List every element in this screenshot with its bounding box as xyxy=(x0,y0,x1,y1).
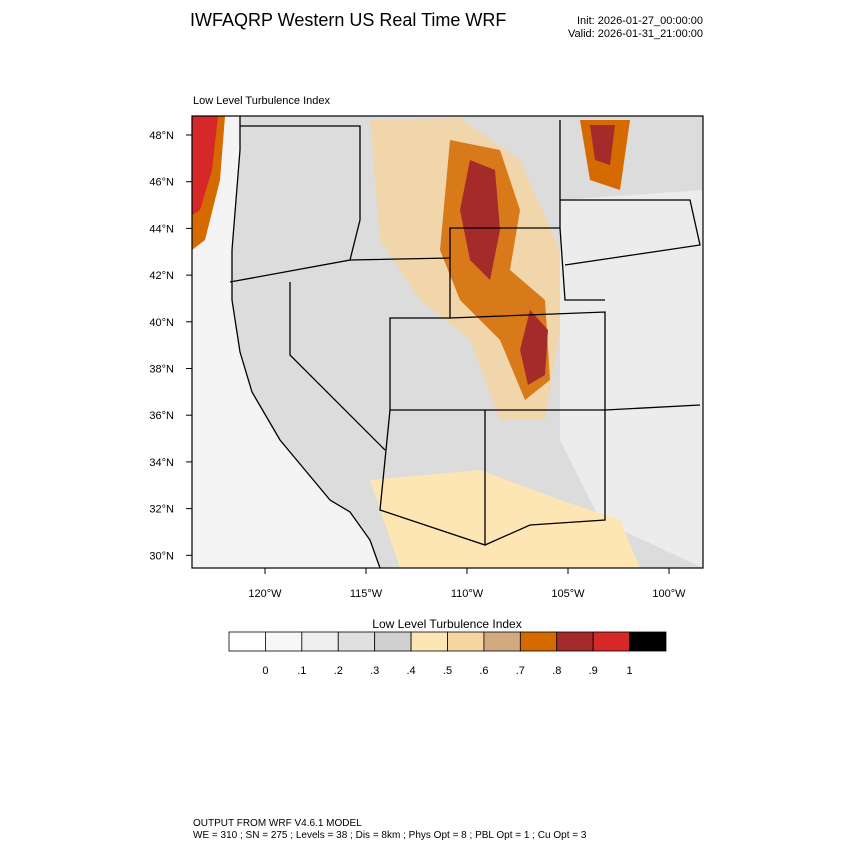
colorbar-box xyxy=(629,631,667,652)
colorbar: 0 .1 .2 .3 .4 .5 .6 .7 .8 .9 1 xyxy=(228,631,667,677)
colorbar-label: .5 xyxy=(443,665,452,677)
lat-label: 36°N xyxy=(149,410,174,422)
colorbar-label: .1 xyxy=(297,665,306,677)
colorbar-box xyxy=(447,631,485,652)
colorbar-box xyxy=(519,631,558,652)
lon-labels: 120°W 115°W 110°W 105°W 100°W xyxy=(248,568,686,600)
colorbar-label: 0 xyxy=(262,665,268,677)
lat-label: 42°N xyxy=(149,270,174,282)
colorbar-label: 1 xyxy=(627,665,633,677)
colorbar-box xyxy=(301,631,339,652)
map-title: Low Level Turbulence Index xyxy=(193,95,330,107)
colorbar-box xyxy=(228,631,266,652)
colorbar-label: .8 xyxy=(552,665,561,677)
lat-label: 44°N xyxy=(149,223,174,235)
colorbar-label: .9 xyxy=(589,665,598,677)
colorbar-label: .3 xyxy=(370,665,379,677)
colorbar-box xyxy=(410,631,448,652)
lon-label: 120°W xyxy=(248,588,282,600)
colorbar-box xyxy=(556,631,594,652)
lon-label: 100°W xyxy=(652,588,686,600)
colorado-max xyxy=(520,310,548,385)
lon-label: 115°W xyxy=(350,588,383,600)
footer-line: WE = 310 ; SN = 275 ; Levels = 38 ; Dis … xyxy=(193,830,587,841)
borders xyxy=(229,120,701,546)
lat-labels: 48°N 46°N 44°N 42°N 40°N 38°N 36°N 34°N 32°N 30°N xyxy=(149,130,192,562)
north-max xyxy=(590,125,615,165)
colorbar-box xyxy=(483,631,521,652)
coastal-max xyxy=(192,116,218,215)
lat-label: 48°N xyxy=(149,130,174,142)
plains xyxy=(560,190,703,568)
colorbar-box xyxy=(592,631,630,652)
colorbar-title: Low Level Turbulence Index xyxy=(372,617,521,631)
colorbar-label: .6 xyxy=(479,665,488,677)
coastline xyxy=(231,116,381,568)
lat-label: 46°N xyxy=(149,177,174,189)
footer-line: OUTPUT FROM WRF V4.6.1 MODEL xyxy=(193,818,362,829)
lat-label: 34°N xyxy=(149,457,174,469)
lat-label: 30°N xyxy=(149,550,174,562)
lon-label: 105°W xyxy=(551,588,585,600)
map xyxy=(191,115,704,569)
rockies-max xyxy=(460,160,500,280)
colorbar-label: .4 xyxy=(406,665,415,677)
colorbar-box xyxy=(265,631,303,652)
colorbar-label: .2 xyxy=(334,665,343,677)
colorbar-box xyxy=(374,631,412,652)
colorbar-box xyxy=(337,631,376,652)
valid-time: Valid: 2026-01-31_21:00:00 xyxy=(568,28,703,40)
title: IWFAQRP Western US Real Time WRF xyxy=(190,10,506,30)
map-frame xyxy=(191,115,704,569)
colorbar-label: .7 xyxy=(516,665,525,677)
init-time: Init: 2026-01-27_00:00:00 xyxy=(577,15,703,27)
south-low xyxy=(370,470,640,568)
lon-label: 110°W xyxy=(451,588,484,600)
lat-label: 38°N xyxy=(149,364,174,376)
lat-label: 32°N xyxy=(149,504,174,516)
lat-label: 40°N xyxy=(149,317,174,329)
